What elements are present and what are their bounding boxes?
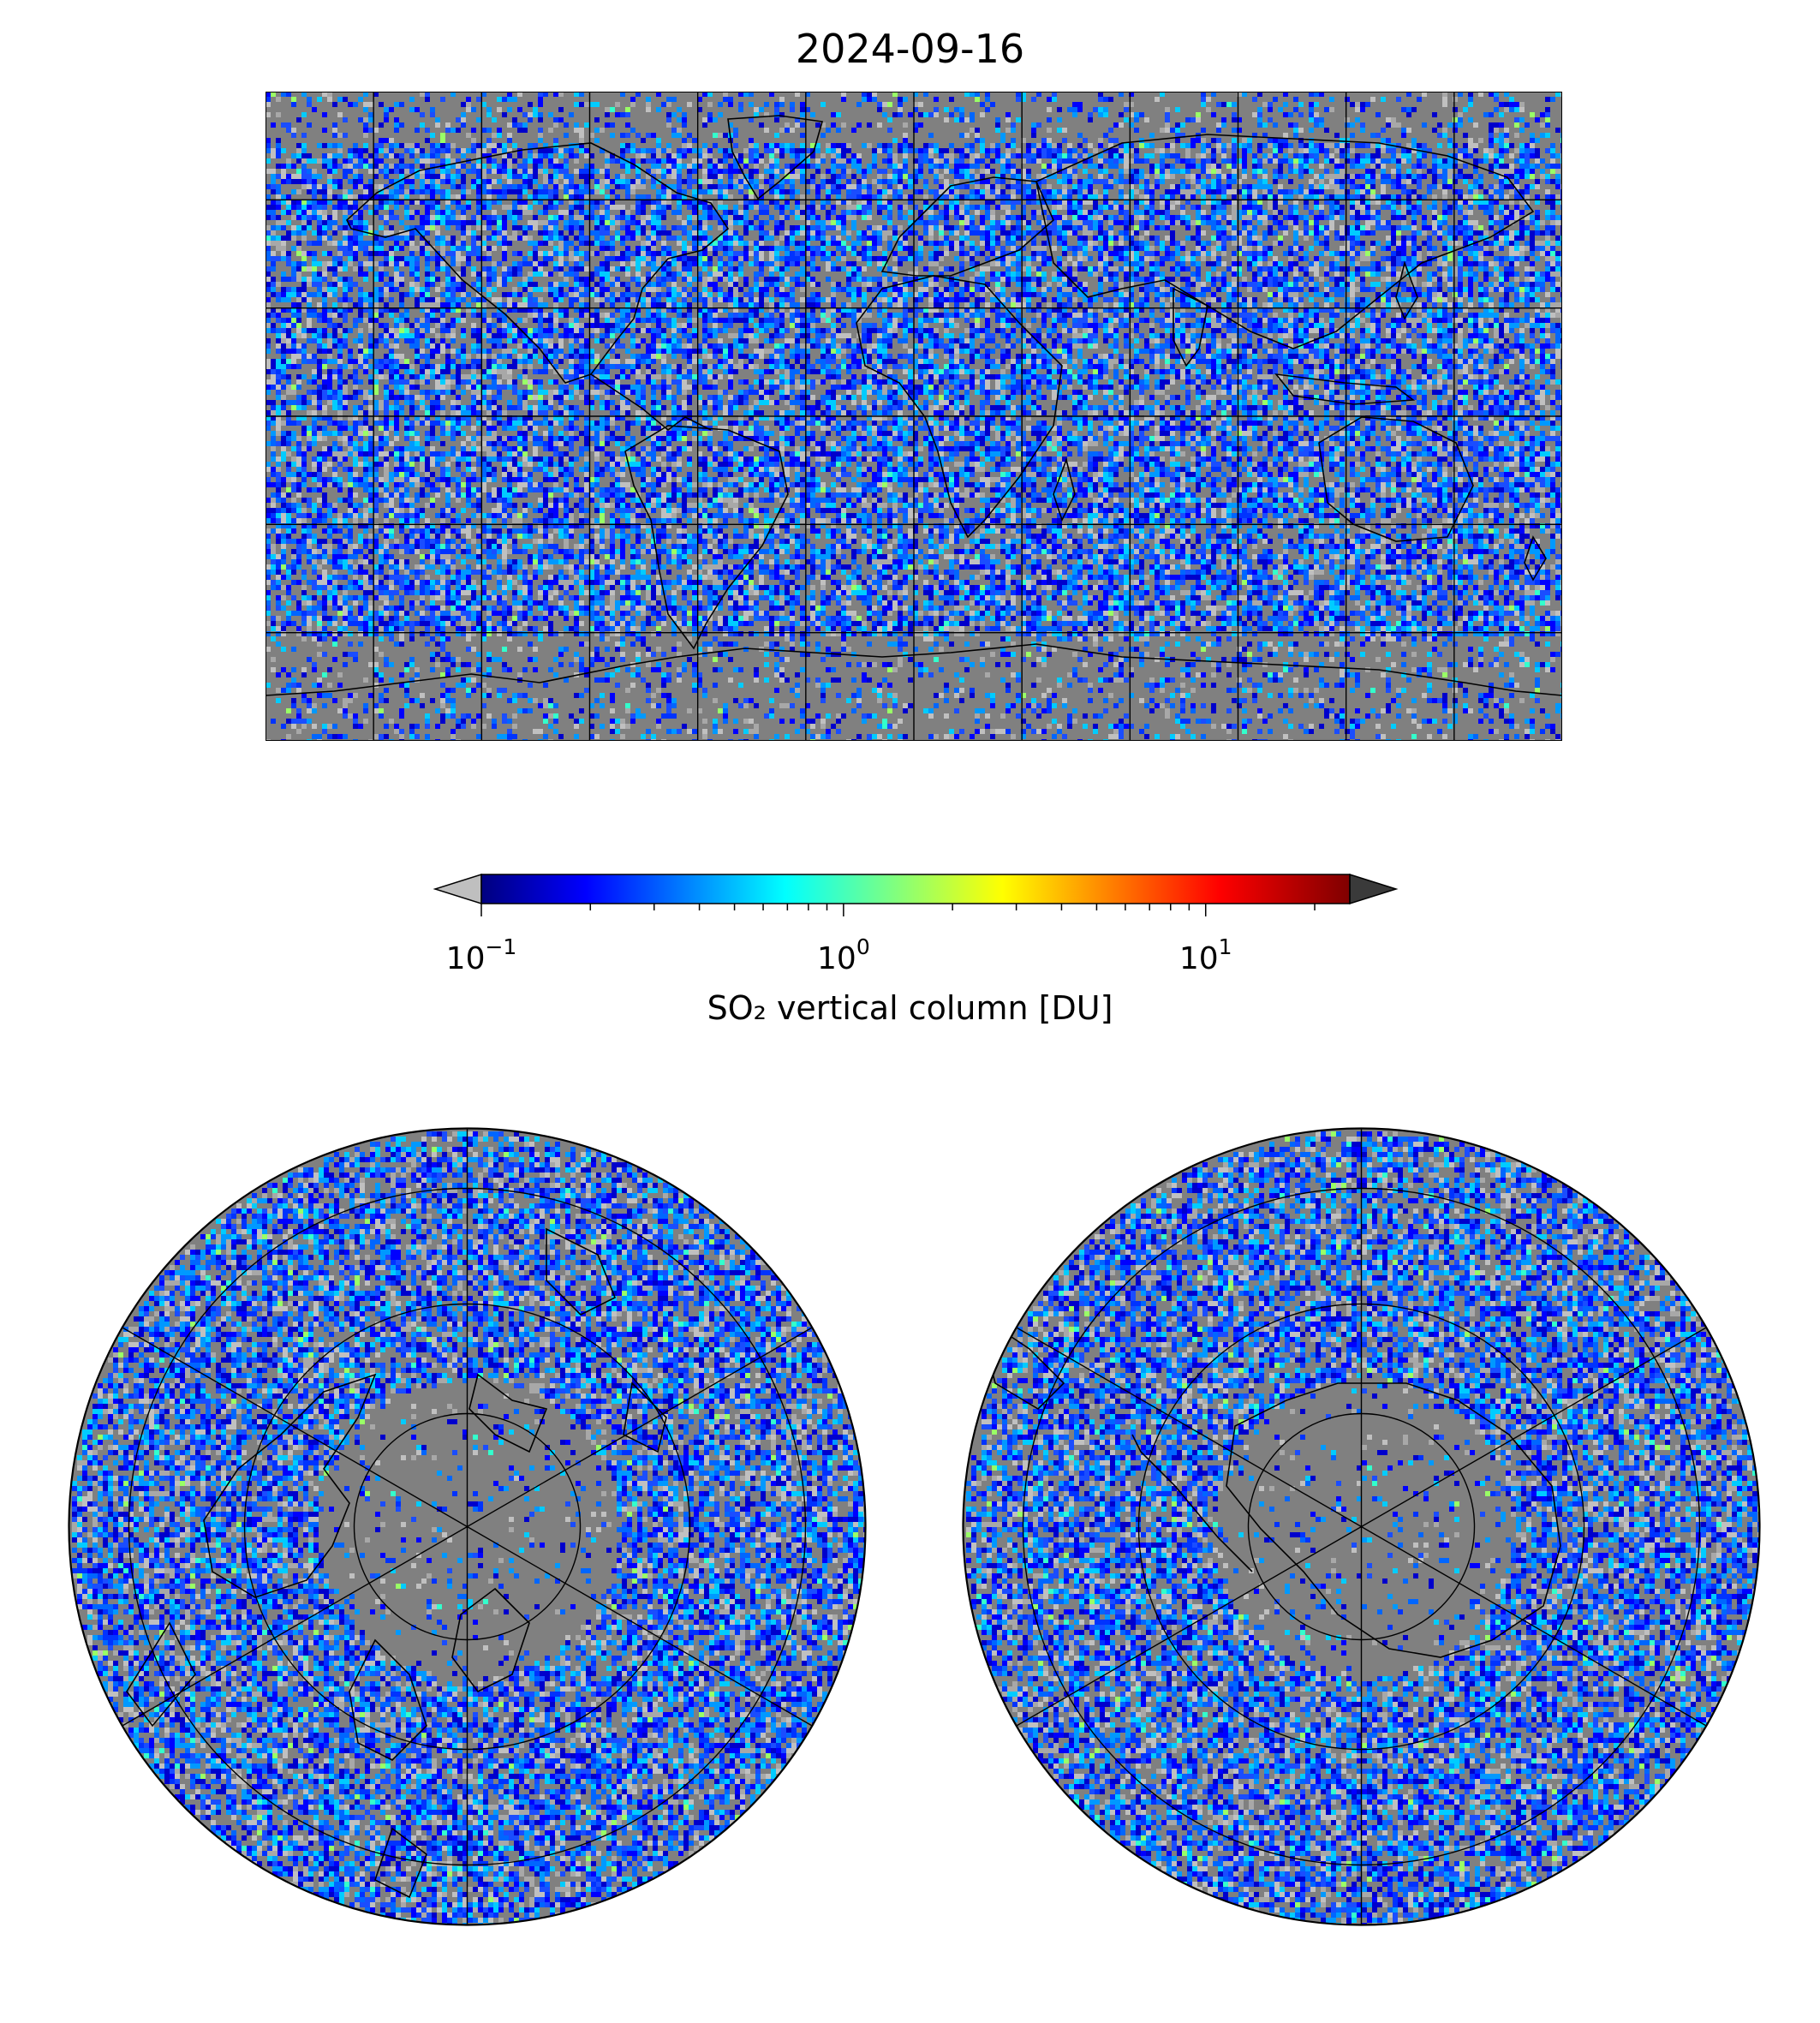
north-polar-svg bbox=[68, 1127, 867, 1926]
global-map-svg bbox=[266, 92, 1562, 741]
coastline-india bbox=[1173, 287, 1208, 367]
colorbar-label: SO₂ vertical column [DU] bbox=[0, 989, 1820, 1027]
colorbar-tick-label: 100 bbox=[817, 934, 870, 976]
colorbar bbox=[428, 874, 1405, 942]
coastline-madagascar bbox=[1053, 457, 1076, 522]
coastline-europe bbox=[880, 176, 1054, 277]
coastline-south-america bbox=[624, 425, 789, 650]
figure-title: 2024-09-16 bbox=[0, 26, 1820, 72]
colorbar-under-extension bbox=[433, 874, 482, 905]
coastline-australia bbox=[1318, 416, 1474, 542]
colorbar-gradient bbox=[481, 874, 1350, 904]
south-polar-svg bbox=[962, 1127, 1761, 1926]
colorbar-tick-label: 101 bbox=[1179, 934, 1232, 976]
global-map bbox=[266, 92, 1562, 741]
coastline-africa bbox=[856, 275, 1063, 539]
colorbar-tick-label: 10−1 bbox=[446, 934, 517, 976]
south-polar-map bbox=[961, 1126, 1762, 1927]
north-coastlines bbox=[126, 1227, 667, 1899]
north-polar-map bbox=[67, 1126, 868, 1927]
coastline-central-america bbox=[590, 373, 712, 432]
coastline-indonesia bbox=[1274, 373, 1416, 405]
coastline-north-america bbox=[346, 142, 730, 384]
coastline-japan bbox=[1395, 260, 1418, 320]
coastline-antarctica bbox=[266, 643, 1562, 696]
coastline-new-zealand bbox=[1524, 535, 1547, 582]
coastline-greenland bbox=[727, 115, 824, 200]
colorbar-over-extension bbox=[1349, 874, 1399, 905]
colorbar-svg bbox=[433, 874, 1399, 916]
